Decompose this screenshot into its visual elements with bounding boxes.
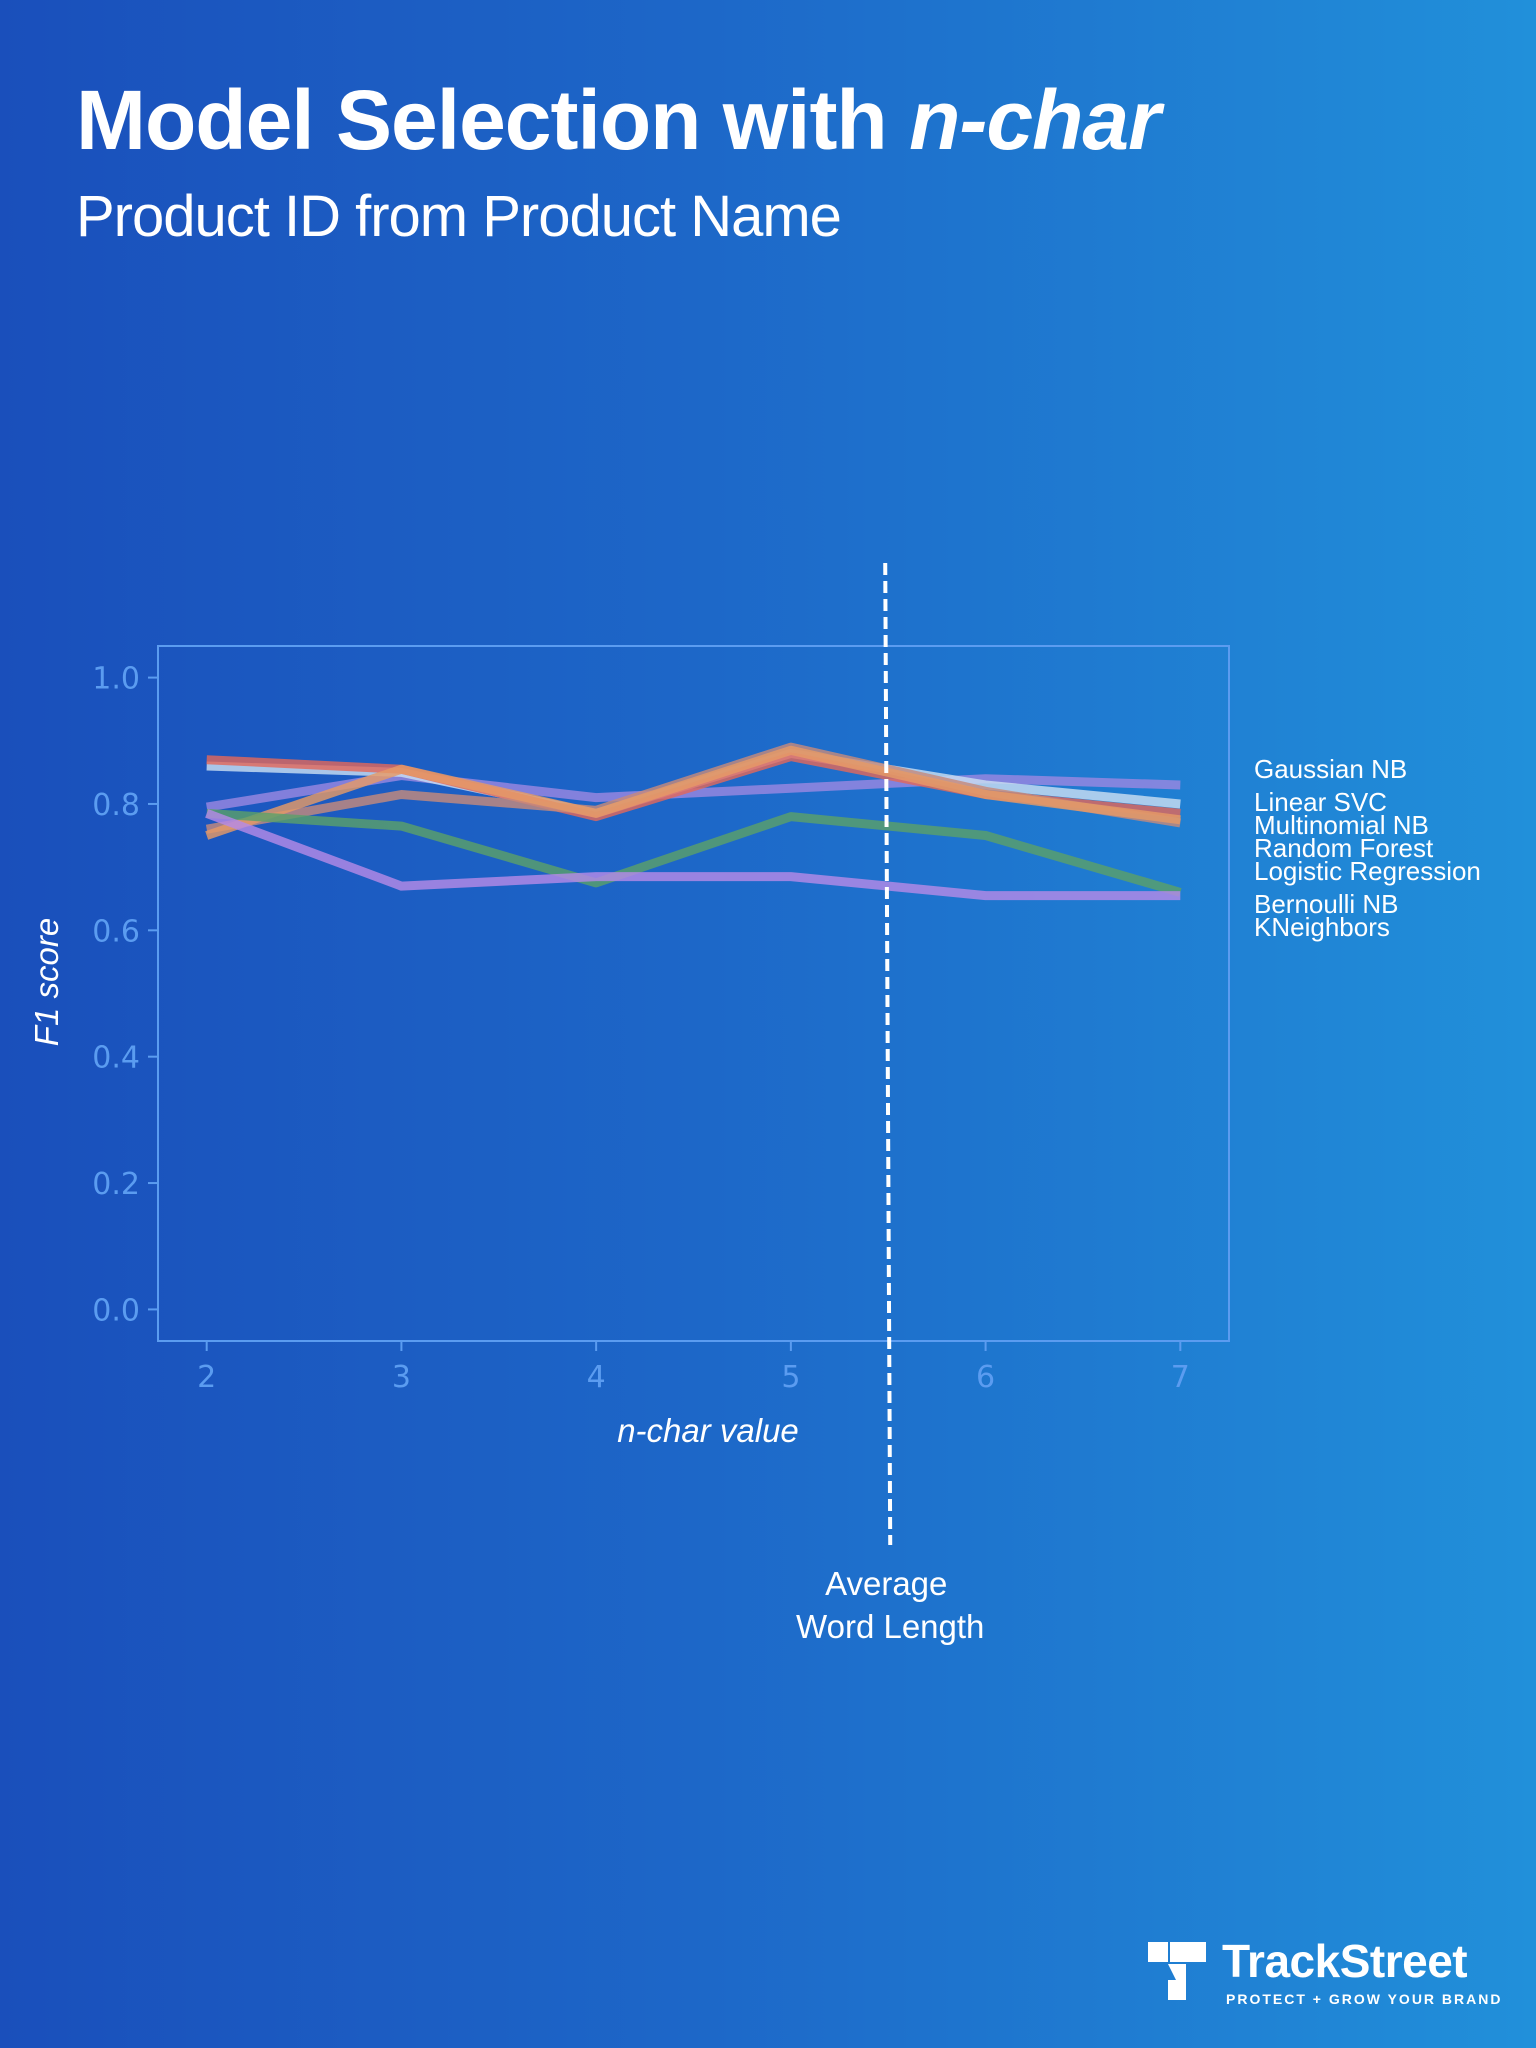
y-tick-label: 0.4 [92,1041,140,1076]
x-tick-label: 6 [976,1360,995,1395]
logo-name: TrackStreet [1222,1935,1468,1987]
x-tick-label: 4 [587,1360,606,1395]
y-tick-label: 0.8 [92,788,140,823]
average-word-length-line [883,562,893,1546]
y-axis: 0.0 0.2 0.4 0.6 0.8 1.0 [92,662,158,1328]
series-lines [205,742,1182,901]
page-title: Model Selection with n-char [76,78,1161,162]
annotation-line2: Word Length [796,1608,984,1645]
title-emphasis: n-char [909,73,1161,167]
legend-label: KNeighbors [1254,912,1390,942]
average-word-length-annotation: Average Word Length [796,562,984,1645]
legend-label: Logistic Regression [1254,856,1481,886]
x-tick-label: 3 [392,1360,411,1395]
legend-label: Random Forest [1254,833,1434,863]
y-tick-label: 0.2 [92,1167,140,1202]
x-axis: 2 3 4 5 6 7 [197,1341,1190,1395]
legend-label: Gaussian NB [1254,754,1407,784]
annotation-line1: Average [825,1565,947,1602]
x-axis-label: n-char value [617,1412,799,1449]
legend-label: Bernoulli NB [1254,889,1399,919]
plot-frame [157,645,1230,1342]
series-line-kneighbors [205,809,1181,901]
x-tick-label: 5 [781,1360,800,1395]
trackstreet-logo: TrackStreet PROTECT + GROW YOUR BRAND [1146,1938,1506,2006]
legend-label: Linear SVC [1254,787,1387,817]
legend-label: Multinomial NB [1254,810,1429,840]
logo-tagline: PROTECT + GROW YOUR BRAND [1226,1991,1503,2007]
page-subtitle: Product ID from Product Name [76,184,842,249]
y-tick-label: 1.0 [92,662,140,697]
title-prefix: Model Selection with [76,73,910,167]
x-tick-label: 2 [197,1360,216,1395]
y-tick-label: 0.6 [92,914,140,949]
y-tick-label: 0.0 [92,1293,140,1328]
series-line-logistic-regression [205,745,1181,840]
series-line-bernoulli-nb [206,808,1182,897]
y-axis-label: F1 score [28,918,65,1046]
x-tick-label: 7 [1171,1360,1190,1395]
trackstreet-mark-icon [1148,1942,1206,2000]
